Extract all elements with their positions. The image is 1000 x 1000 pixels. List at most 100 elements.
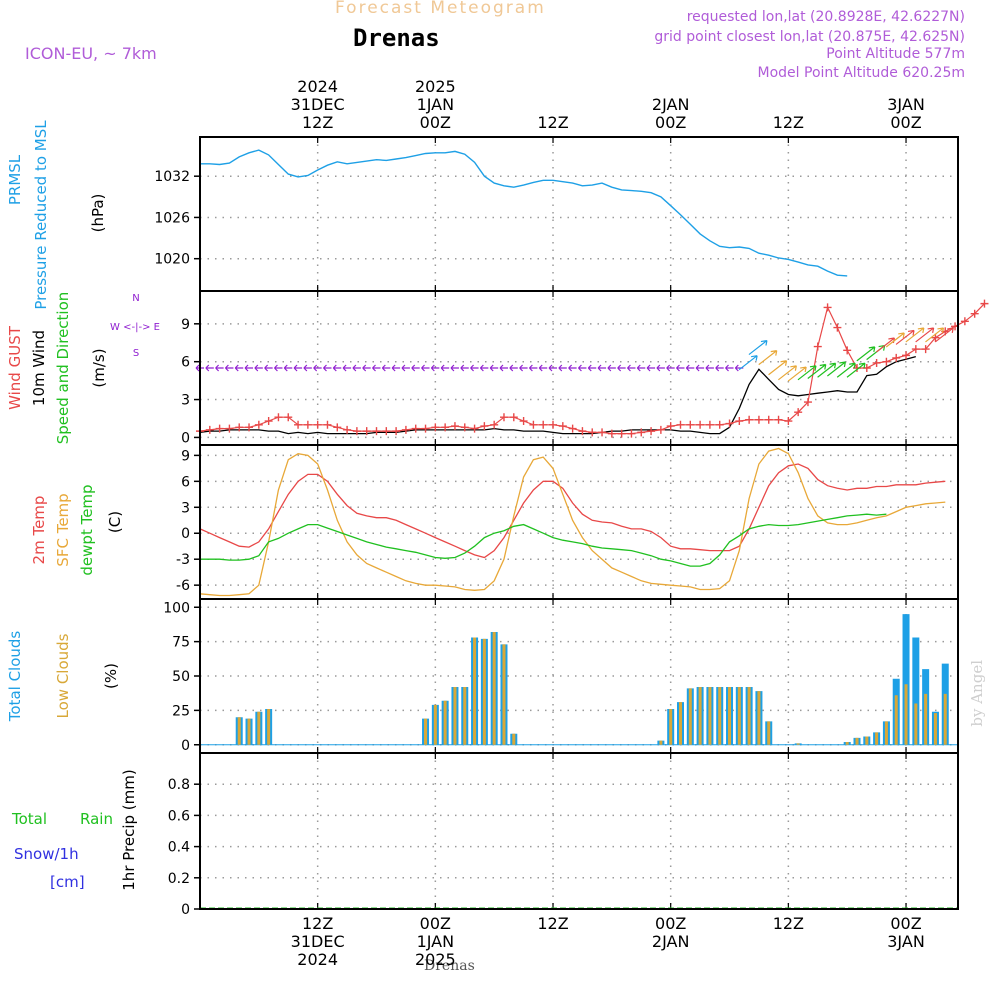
wind-direction-arrow [676, 364, 685, 372]
wind-vector-arrow [817, 362, 837, 378]
wind-gust-marker [686, 420, 695, 429]
wind-direction-arrow [274, 364, 283, 372]
bottom-time-label: 31DEC [291, 932, 345, 951]
wind-direction-arrow [617, 364, 626, 372]
grid-point-coords: grid point closest lon,lat (20.875E, 42.… [654, 29, 965, 45]
wind-gust-marker [490, 420, 499, 429]
low-cloud-bar [904, 684, 908, 745]
low-cloud-bar [267, 709, 271, 745]
low-cloud-bar [767, 721, 771, 745]
wind-vector-arrow [758, 350, 778, 366]
wind-gust-marker [343, 425, 352, 434]
wind-gust-marker [274, 413, 283, 422]
wind-direction-arrow [450, 364, 459, 372]
wind-gust-marker [264, 417, 273, 426]
wind-gust-marker [470, 424, 479, 433]
wind-direction-arrow [666, 364, 675, 372]
low-cloud-bar [433, 704, 437, 745]
wind-direction-arrow [313, 364, 322, 372]
wind-gust-marker [294, 420, 303, 429]
top-time-label: 3JAN [887, 95, 925, 114]
precip-legend-cm: [cm] [50, 873, 85, 891]
low-cloud-bar [237, 717, 241, 745]
low-cloud-bar [728, 687, 732, 745]
wind-direction-arrow [627, 364, 636, 372]
wind-direction-arrow [695, 364, 705, 372]
top-time-label: 31DEC [291, 95, 345, 114]
wind-direction-arrow [587, 364, 597, 372]
wind-speed-line [199, 355, 916, 435]
y-tick-label: 0 [181, 430, 190, 446]
wind-vector-arrow [905, 327, 925, 343]
wind-direction-arrow [509, 364, 518, 372]
wind-direction-arrow [264, 364, 273, 372]
wind-direction-arrow [528, 364, 538, 372]
wind-gust-marker [460, 423, 469, 432]
wind-gust-marker [647, 427, 656, 436]
compass-west-east: W <-|-> E [110, 322, 160, 333]
low-cloud-bar [257, 711, 261, 745]
bottom-time-label: 1JAN [417, 932, 455, 951]
wind-gust-marker [205, 425, 214, 434]
wind-direction-title: Speed and Direction [54, 292, 72, 445]
wind-gust-marker [333, 423, 342, 432]
y-tick-label: 0 [181, 902, 190, 918]
low-cloud-bar [247, 718, 251, 745]
wind-direction-arrow [489, 364, 499, 372]
wind-gust-marker [411, 424, 420, 433]
wind-direction-arrow [352, 364, 361, 372]
wind-gust-marker [627, 429, 636, 438]
wind-direction-arrow [656, 364, 665, 372]
low-cloud-bar [443, 700, 447, 745]
y-tick-label: 50 [172, 669, 190, 685]
y-tick-label: 9 [181, 448, 190, 464]
low-cloud-bar [933, 713, 937, 745]
wind-gust-marker [362, 427, 371, 436]
y-tick-label: 1032 [154, 169, 190, 185]
wind-gust-marker [352, 427, 361, 436]
bottom-time-label: 2025 [415, 950, 456, 969]
wind-gust-marker [578, 427, 587, 436]
wind-gust-marker [813, 342, 822, 351]
bottom-time-label: 00Z [420, 914, 451, 933]
wind-gust-marker [911, 345, 920, 354]
wind-direction-arrow [411, 364, 420, 372]
low-cloud-bar [659, 740, 663, 745]
wind-direction-arrow [548, 364, 558, 372]
low-cloud-bar [914, 703, 918, 745]
wind-direction-arrow [607, 364, 616, 372]
wind-vector-arrow [836, 362, 856, 378]
y-tick-label: 0 [181, 526, 190, 542]
wind-gust-marker [666, 422, 675, 431]
wind-gust-marker [245, 423, 254, 432]
wind-gust-marker [656, 425, 665, 434]
sfc-temp-line [199, 447, 946, 597]
low-cloud-bar [698, 687, 702, 745]
wind-gust-marker [480, 422, 489, 431]
wind-vector-arrow [856, 346, 876, 362]
wind-gust-marker [303, 420, 312, 429]
wind-direction-arrow [362, 364, 371, 372]
wind-gust-marker [803, 398, 812, 407]
wind-vector-arrow [748, 339, 768, 356]
wind-gust-marker [392, 427, 401, 436]
pressure-line [200, 149, 848, 277]
precip-legend-total: Total [11, 810, 47, 828]
pressure-units: (hPa) [89, 194, 107, 233]
wind-gust-marker [607, 429, 616, 438]
temp-units: (C) [106, 511, 124, 533]
bottom-time-label: 12Z [302, 914, 333, 933]
total-cloud-bar [902, 614, 910, 745]
wind-gust-marker [774, 415, 783, 424]
wind-gust-marker [323, 420, 332, 429]
wind-direction-arrow [381, 364, 391, 372]
top-time-label: 00Z [420, 113, 451, 132]
wind-gust-marker [637, 428, 646, 437]
low-cloud-bar [943, 693, 947, 745]
low-cloud-bar [502, 644, 506, 745]
low-cloud-bar [845, 742, 849, 745]
y-tick-label: 0.2 [168, 871, 190, 887]
wind-direction-arrow [430, 364, 440, 372]
low-cloud-bar [894, 695, 898, 745]
bottom-time-label: 3JAN [887, 932, 925, 951]
